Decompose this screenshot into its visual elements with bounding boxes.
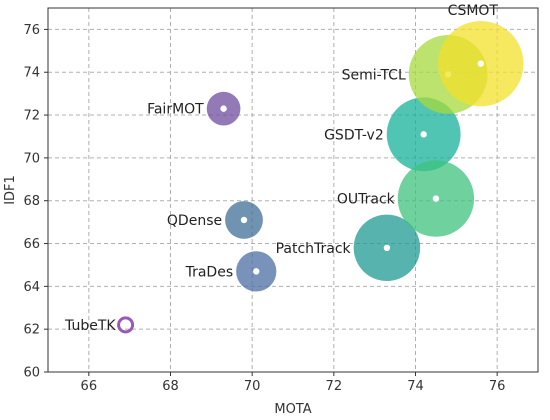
y-tick-label: 66 (23, 237, 40, 252)
x-tick-label: 72 (326, 379, 343, 394)
y-tick-label: 70 (23, 151, 40, 166)
x-tick-label: 76 (489, 379, 506, 394)
bubble-center (477, 60, 485, 67)
y-tick-label: 76 (23, 23, 40, 38)
point-label: PatchTrack (276, 241, 352, 257)
bubbles (117, 21, 524, 334)
y-ticks: 60 62 64 66 68 70 72 74 76 (23, 23, 48, 381)
point-label: CSMOT (448, 3, 499, 19)
point-label: QDense (167, 213, 222, 229)
bubble (117, 316, 135, 334)
y-tick-label: 60 (23, 366, 40, 381)
y-tick-label: 74 (23, 66, 40, 81)
plot-frame (47, 7, 539, 373)
x-tick-label: 74 (407, 379, 424, 394)
bubble-center (240, 216, 248, 224)
bubble-center (122, 321, 129, 329)
x-tick-label: 68 (162, 379, 179, 394)
x-ticks: 66 68 70 72 74 76 (81, 372, 506, 394)
point-label: OUTrack (337, 192, 396, 208)
x-axis-label: MOTA (274, 402, 311, 417)
y-tick-label: 62 (23, 323, 40, 338)
bubble-center (383, 244, 391, 252)
point-label: TraDes (185, 264, 234, 280)
y-tick-label: 68 (23, 194, 40, 209)
point-label: Semi-TCL (342, 67, 406, 83)
point-labels: TubeTK FairMOT QDense TraDes PatchTrack GSDT-… (64, 3, 498, 334)
point-label: FairMOT (147, 102, 204, 118)
x-tick-label: 70 (244, 379, 261, 394)
y-tick-label: 64 (23, 280, 40, 295)
bubble-center (220, 105, 227, 112)
point-label: GSDT-v2 (324, 127, 384, 143)
y-axis-label: IDF1 (3, 175, 18, 205)
x-tick-label: 66 (81, 379, 98, 394)
bubble-center (432, 195, 440, 202)
y-tick-label: 72 (23, 109, 40, 124)
bubble-center (253, 268, 260, 275)
bubble-center (420, 131, 427, 138)
point-label: TubeTK (64, 318, 116, 334)
